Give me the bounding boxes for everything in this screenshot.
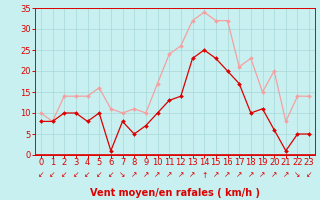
Text: ↗: ↗: [143, 170, 149, 180]
Text: ↑: ↑: [201, 170, 207, 180]
Text: ↗: ↗: [236, 170, 242, 180]
Text: ↗: ↗: [283, 170, 289, 180]
Text: ↙: ↙: [49, 170, 56, 180]
Text: ↙: ↙: [84, 170, 91, 180]
Text: ↙: ↙: [306, 170, 312, 180]
Text: ↗: ↗: [166, 170, 172, 180]
Text: ↙: ↙: [38, 170, 44, 180]
Text: ↙: ↙: [61, 170, 67, 180]
Text: ↗: ↗: [271, 170, 277, 180]
Text: Vent moyen/en rafales ( km/h ): Vent moyen/en rafales ( km/h ): [90, 188, 260, 198]
Text: ↗: ↗: [131, 170, 137, 180]
Text: ↙: ↙: [96, 170, 102, 180]
Text: ↗: ↗: [224, 170, 231, 180]
Text: ↗: ↗: [259, 170, 266, 180]
Text: ↘: ↘: [294, 170, 301, 180]
Text: ↗: ↗: [189, 170, 196, 180]
Text: ↙: ↙: [73, 170, 79, 180]
Text: ↘: ↘: [119, 170, 126, 180]
Text: ↗: ↗: [154, 170, 161, 180]
Text: ↗: ↗: [213, 170, 219, 180]
Text: ↙: ↙: [108, 170, 114, 180]
Text: ↗: ↗: [178, 170, 184, 180]
Text: ↗: ↗: [248, 170, 254, 180]
